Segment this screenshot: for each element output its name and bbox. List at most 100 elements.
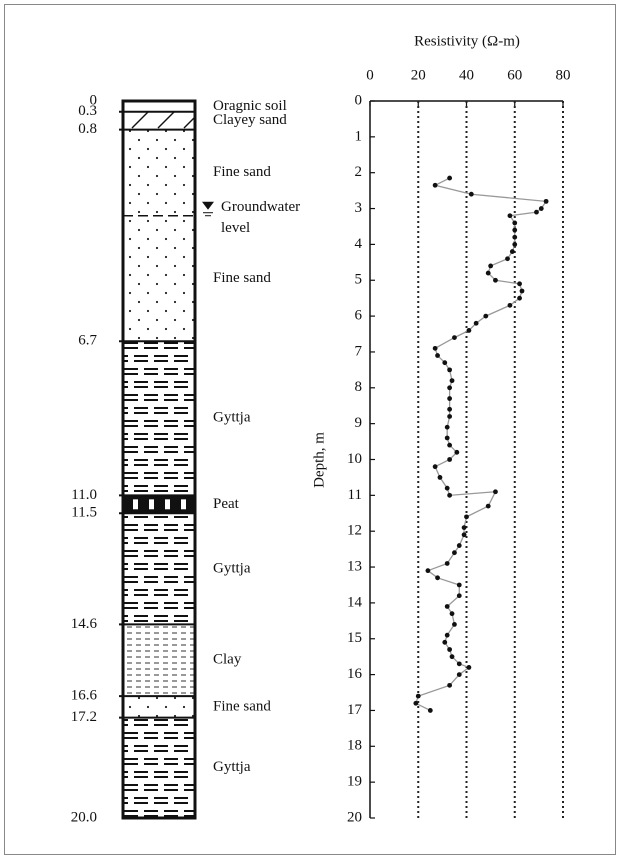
layer-label: Clay	[213, 652, 242, 668]
profile-line	[416, 178, 546, 710]
data-point	[447, 367, 452, 372]
data-point	[447, 647, 452, 652]
y-tick-label: 17	[347, 702, 363, 718]
data-point	[445, 425, 450, 430]
data-point	[493, 489, 498, 494]
data-point	[512, 242, 517, 247]
data-point	[512, 220, 517, 225]
data-point	[544, 199, 549, 204]
data-point	[447, 385, 452, 390]
data-point	[445, 604, 450, 609]
chart: Resistivity (Ω-m) Depth, m Oragnic soilC…	[0, 0, 621, 860]
data-point	[433, 346, 438, 351]
data-point	[474, 321, 479, 326]
x-tick-label: 80	[556, 67, 571, 83]
y-tick-label: 8	[355, 379, 363, 395]
layer	[123, 112, 195, 130]
x-tick-label: 20	[411, 67, 426, 83]
layer-label: Fine sand	[213, 270, 271, 286]
x-tick-label: 60	[507, 67, 522, 83]
data-point	[438, 475, 443, 480]
depth-label: 14.6	[71, 616, 98, 632]
data-point	[493, 278, 498, 283]
y-tick-label: 2	[355, 164, 363, 180]
data-point	[520, 289, 525, 294]
depth-label: 20.0	[71, 809, 97, 825]
data-point	[447, 443, 452, 448]
groundwater-label: Groundwater level	[221, 197, 316, 239]
data-point	[450, 378, 455, 383]
data-point	[505, 256, 510, 261]
data-point	[512, 235, 517, 240]
depth-label: 0.8	[78, 121, 97, 137]
layer	[123, 624, 195, 696]
groundwater-symbol	[202, 202, 214, 210]
layer	[123, 696, 195, 718]
data-point	[510, 249, 515, 254]
data-point	[445, 486, 450, 491]
layer-label: Peat	[213, 496, 240, 512]
layer	[123, 101, 195, 112]
depth-label: 17.2	[71, 709, 97, 725]
data-point	[426, 568, 431, 573]
data-point	[447, 414, 452, 419]
data-point	[450, 611, 455, 616]
y-tick-label: 13	[347, 558, 362, 574]
y-tick-label: 15	[347, 630, 362, 646]
y-tick-label: 20	[347, 809, 362, 825]
x-tick-label: 0	[366, 67, 374, 83]
y-tick-label: 5	[355, 272, 363, 288]
y-tick-label: 4	[355, 236, 363, 252]
data-point	[447, 407, 452, 412]
layer-label: Fine sand	[213, 698, 271, 714]
peat-mark	[149, 499, 154, 509]
layer-label: Fine sand	[213, 164, 271, 180]
data-point	[435, 353, 440, 358]
data-point	[486, 271, 491, 276]
data-point	[416, 694, 421, 699]
data-point	[447, 176, 452, 181]
data-point	[462, 532, 467, 537]
layer	[123, 341, 195, 495]
data-point	[464, 514, 469, 519]
data-point	[428, 708, 433, 713]
layer	[123, 718, 195, 818]
peat-mark	[133, 499, 138, 509]
data-point	[445, 561, 450, 566]
data-point	[467, 328, 472, 333]
data-point	[483, 314, 488, 319]
data-point	[447, 493, 452, 498]
data-point	[512, 228, 517, 233]
data-point	[508, 213, 513, 218]
data-point	[457, 593, 462, 598]
data-point	[539, 206, 544, 211]
layer-label: Gyttja	[213, 560, 251, 576]
y-tick-label: 19	[347, 774, 362, 790]
y-tick-label: 9	[355, 415, 363, 431]
data-point	[517, 281, 522, 286]
y-tick-label: 7	[355, 343, 363, 359]
data-point	[452, 550, 457, 555]
y-tick-label: 11	[348, 487, 362, 503]
peat-mark	[165, 499, 170, 509]
y-tick-label: 3	[355, 200, 363, 216]
data-point	[447, 683, 452, 688]
layer-label: Gyttja	[213, 410, 251, 426]
data-point	[462, 525, 467, 530]
data-point	[433, 183, 438, 188]
data-point	[413, 701, 418, 706]
data-point	[457, 583, 462, 588]
layer-label: Gyttja	[213, 759, 251, 775]
layer-label: Clayey sand	[213, 112, 287, 128]
depth-label: 11.5	[71, 505, 97, 521]
depth-label: 0.3	[78, 103, 97, 119]
y-tick-label: 16	[347, 666, 363, 682]
layer	[123, 513, 195, 624]
y-tick-label: 18	[347, 738, 362, 754]
data-point	[447, 457, 452, 462]
depth-label: 6.7	[78, 333, 97, 349]
data-point	[452, 622, 457, 627]
peat-mark	[181, 499, 186, 509]
data-point	[450, 654, 455, 659]
y-tick-label: 14	[347, 594, 363, 610]
